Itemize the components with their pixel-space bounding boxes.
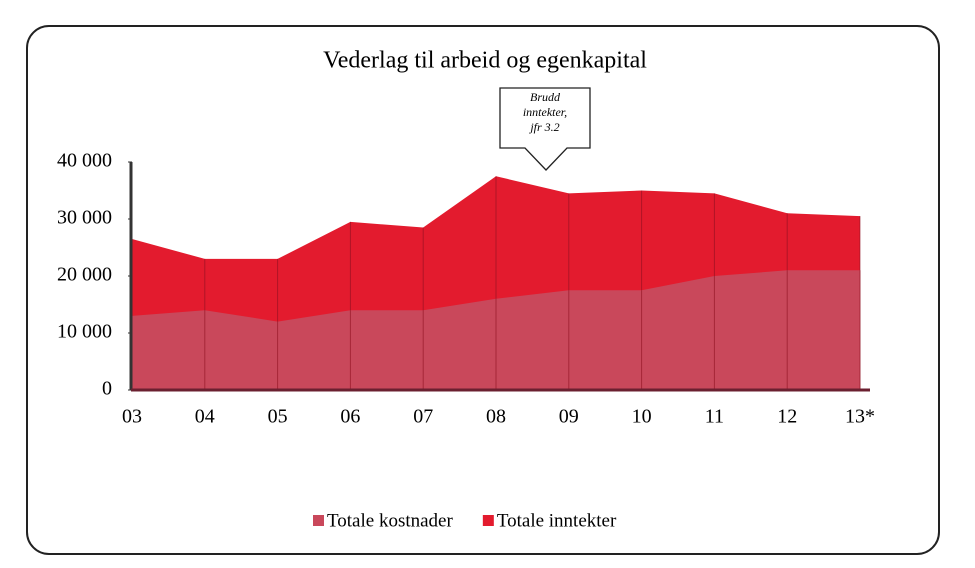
y-tick-label: 20 000 — [57, 264, 112, 286]
legend-swatch — [482, 515, 494, 526]
x-tick-label: 03 — [122, 406, 142, 428]
legend-label: Totale kostnader — [327, 510, 453, 531]
legend-swatch — [313, 515, 324, 526]
x-tick-label: 09 — [559, 406, 579, 428]
x-tick-label: 04 — [195, 406, 215, 428]
annotation-text: inntekter, — [523, 105, 567, 119]
x-tick-label: 06 — [340, 406, 360, 428]
x-tick-label: 13* — [845, 406, 875, 428]
callout-box — [499, 87, 591, 171]
annotation-text: jfr 3.2 — [528, 120, 559, 134]
x-tick-label: 08 — [486, 406, 506, 428]
y-tick-label: 40 000 — [57, 150, 112, 172]
y-tick-label: 0 — [102, 378, 112, 400]
x-tick-label: 07 — [413, 406, 433, 428]
x-tick-label: 11 — [705, 406, 724, 428]
x-tick-label: 05 — [268, 406, 288, 428]
y-tick-label: 30 000 — [57, 207, 112, 229]
annotation-text: Brudd — [530, 90, 561, 104]
x-tick-label: 10 — [632, 406, 652, 428]
chart-title: Vederlag til arbeid og egenkapital — [323, 48, 647, 74]
x-tick-label: 12 — [777, 406, 797, 428]
legend-label: Totale inntekter — [497, 510, 617, 531]
y-tick-label: 10 000 — [57, 321, 112, 343]
annotation-callout: Brudd inntekter, jfr 3.2 — [499, 87, 591, 171]
